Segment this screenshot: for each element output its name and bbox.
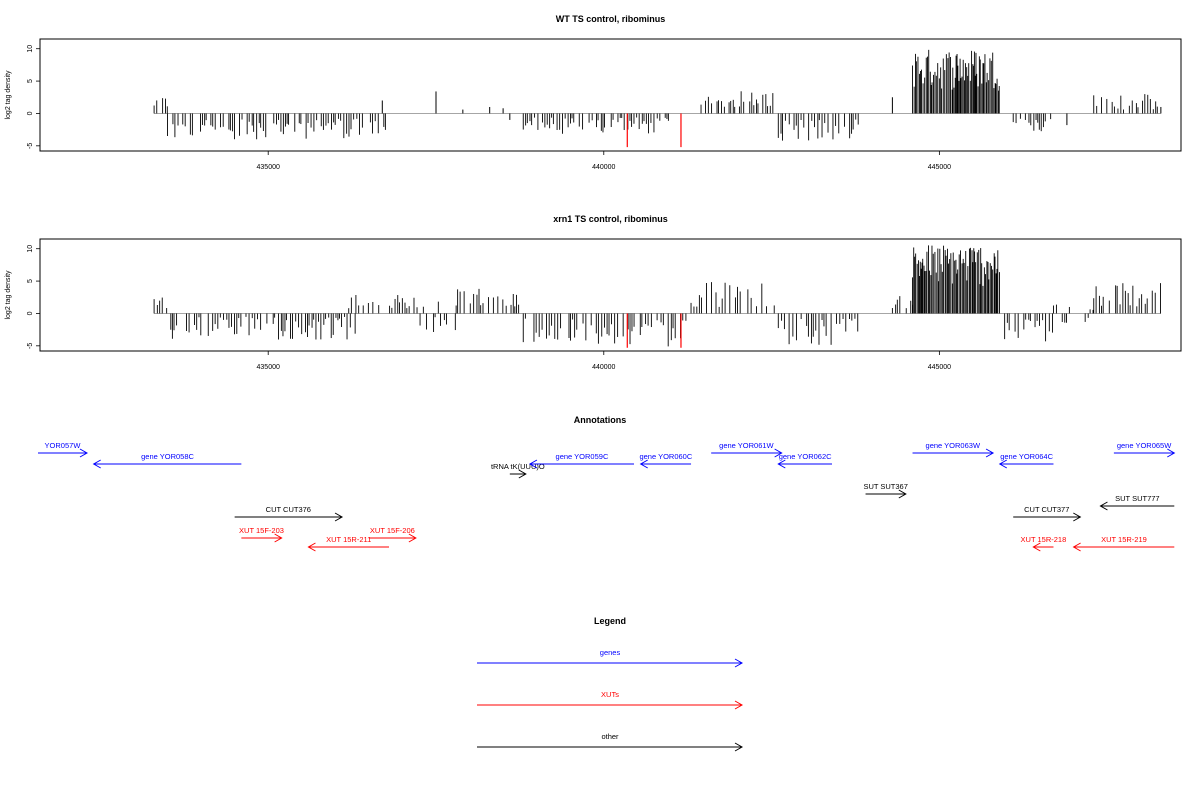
feature-label: gene YOR060C — [639, 452, 692, 461]
y-axis-label: log2 tag density — [5, 270, 12, 320]
y-tick-label: 5 — [27, 279, 34, 283]
feature-arrow — [777, 459, 832, 469]
y-axis-label: log2 tag density — [5, 70, 12, 120]
density-region — [153, 297, 168, 314]
feature-arrow — [307, 542, 390, 552]
feature-label: gene YOR064C — [1000, 452, 1053, 461]
legend-arrow — [477, 658, 744, 668]
feature-arrow — [509, 469, 527, 479]
density-bars — [153, 49, 1162, 148]
feature-arrow — [1113, 448, 1176, 458]
annotations-track: Annotations YOR057W gene YOR058C tRNA tK(UU… — [38, 415, 1176, 552]
density-region — [912, 49, 1000, 114]
density-region — [522, 313, 687, 347]
y-tick-label: -5 — [27, 343, 34, 349]
feature-arrow — [234, 512, 344, 522]
feature-arrow — [241, 533, 283, 543]
density-region — [1053, 304, 1094, 323]
density-region — [1093, 283, 1161, 314]
feature-label: CUT CUT376 — [266, 505, 311, 514]
feature-arrow — [1099, 501, 1175, 511]
density-region — [690, 282, 775, 314]
density-region — [408, 297, 456, 332]
x-tick-label: 445000 — [928, 164, 951, 171]
feature-arrow — [38, 448, 88, 458]
feature-arrow — [865, 489, 907, 499]
panel-title: xrn1 TS control, ribominus — [553, 214, 668, 224]
feature-arrow — [1013, 512, 1082, 522]
feature-arrow — [368, 533, 417, 543]
feature-arrow — [912, 448, 995, 458]
feature-arrow — [528, 459, 634, 469]
feature-arrow — [711, 448, 783, 458]
feature-label: gene YOR065W — [1117, 441, 1172, 450]
density-region — [1012, 113, 1052, 132]
legend-title: Legend — [594, 616, 626, 626]
density-region — [522, 113, 669, 134]
feature-label: gene YOR061W — [719, 441, 774, 450]
legend-arrow — [477, 700, 744, 710]
x-tick-label: 445000 — [928, 364, 951, 371]
feature-label: gene YOR063W — [926, 441, 981, 450]
y-tick-label: 10 — [27, 245, 34, 253]
x-tick-label: 435000 — [257, 364, 280, 371]
feature-label: XUT 15F-206 — [370, 526, 415, 535]
feature-label: XUT 15R-219 — [1101, 535, 1147, 544]
legend-entry-label: other — [601, 732, 619, 741]
x-tick-label: 440000 — [592, 164, 615, 171]
feature-arrow — [1072, 542, 1175, 552]
feature-label: XUT 15F-203 — [239, 526, 284, 535]
density-region — [348, 295, 408, 314]
feature-label: SUT SUT777 — [1115, 494, 1159, 503]
y-tick-label: -5 — [27, 143, 34, 149]
annotations-title: Annotations — [574, 415, 627, 425]
density-region — [1093, 94, 1158, 114]
x-tick-label: 440000 — [592, 364, 615, 371]
feature-arrow — [998, 459, 1054, 469]
legend-arrow — [477, 742, 744, 752]
density-region — [700, 91, 774, 114]
density-region — [891, 296, 913, 314]
y-tick-label: 5 — [27, 79, 34, 83]
feature-label: CUT CUT377 — [1024, 505, 1069, 514]
feature-label: tRNA tK(UUU)O — [491, 462, 545, 471]
panel-title: WT TS control, ribominus — [556, 14, 666, 24]
y-tick-label: 10 — [27, 45, 34, 53]
feature-arrow — [92, 459, 242, 469]
density-region — [153, 98, 168, 114]
legend-entry-label: XUTs — [601, 690, 619, 699]
density-region — [170, 313, 356, 340]
feature-label: XUT 15R-211 — [326, 535, 371, 544]
feature-label: gene YOR062C — [779, 452, 832, 461]
density-region — [1004, 313, 1053, 342]
feature-arrow — [639, 459, 692, 469]
feature-arrow — [1032, 542, 1054, 552]
density-region — [912, 245, 1000, 314]
y-tick-label: 0 — [27, 111, 34, 115]
feature-label: YOR057W — [45, 441, 82, 450]
x-tick-label: 435000 — [257, 164, 280, 171]
track-panel-2: xrn1 TS control, ribominus -5 0 5 10 log2 tag… — [5, 214, 1182, 371]
legend-entry-label: genes — [600, 648, 621, 657]
density-region — [777, 113, 859, 141]
track-panel-1: WT TS control, ribominus -5 0 5 10 log2 tag d… — [5, 14, 1182, 171]
density-bars — [153, 245, 1161, 348]
plot-frame — [39, 238, 1182, 352]
feature-label: SUT SUT367 — [863, 482, 907, 491]
feature-label: gene YOR059C — [556, 452, 609, 461]
density-region — [455, 288, 520, 314]
feature-label: XUT 15R-218 — [1021, 535, 1067, 544]
legend: Legend genes XUTs other — [477, 616, 744, 752]
y-tick-label: 0 — [27, 311, 34, 315]
plot-frame — [39, 38, 1182, 152]
density-region — [777, 313, 859, 345]
density-region — [167, 113, 386, 140]
feature-label: gene YOR058C — [141, 452, 194, 461]
